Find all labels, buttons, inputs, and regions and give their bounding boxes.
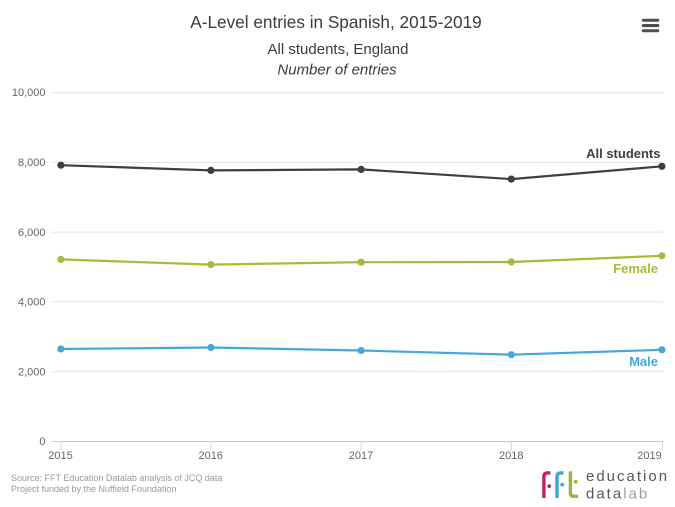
svg-text:A-Level entries in Spanish, 20: A-Level entries in Spanish, 2015-2019	[190, 12, 481, 32]
svg-text:2015: 2015	[48, 450, 72, 462]
svg-text:Project funded by the Nuffield: Project funded by the Nuffield Foundatio…	[11, 484, 176, 494]
svg-text:education: education	[586, 468, 669, 485]
svg-text:datalab: datalab	[586, 486, 649, 503]
svg-text:Number of entries: Number of entries	[277, 62, 397, 79]
svg-text:2,000: 2,000	[18, 366, 46, 378]
svg-text:Source: FFT Education Datalab: Source: FFT Education Datalab analysis o…	[11, 473, 222, 483]
svg-text:4,000: 4,000	[18, 297, 46, 309]
svg-text:2016: 2016	[198, 450, 222, 462]
svg-text:10,000: 10,000	[12, 87, 46, 99]
svg-text:All students, England: All students, England	[268, 41, 409, 58]
svg-text:Male: Male	[629, 354, 658, 369]
svg-text:All students: All students	[586, 146, 660, 161]
svg-text:0: 0	[39, 436, 45, 448]
svg-text:8,000: 8,000	[18, 157, 46, 169]
svg-text:2018: 2018	[499, 450, 523, 462]
svg-text:6,000: 6,000	[18, 227, 46, 239]
svg-text:2019: 2019	[637, 450, 661, 462]
svg-text:2017: 2017	[349, 450, 373, 462]
svg-text:Female: Female	[613, 261, 658, 276]
